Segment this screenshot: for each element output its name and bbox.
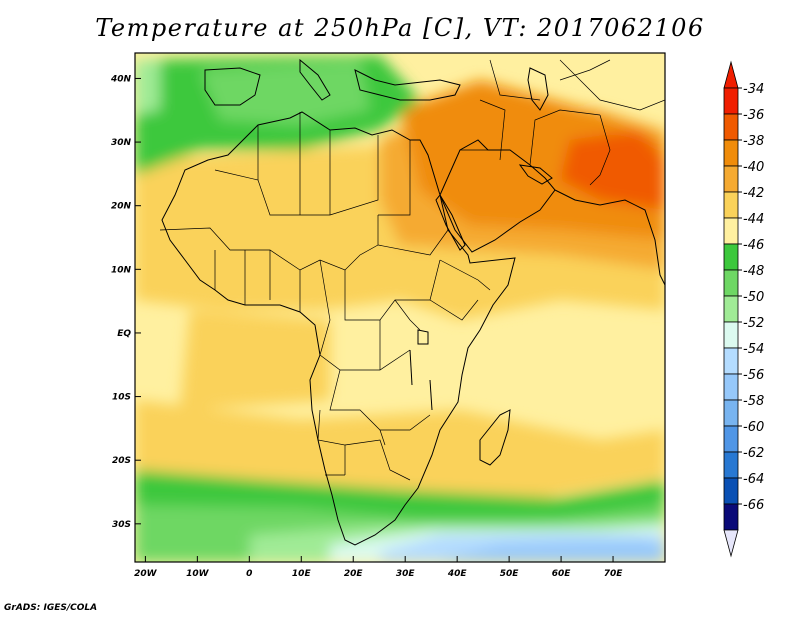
lat-label: 20N — [111, 202, 132, 212]
legend-label: -46 — [743, 238, 764, 253]
asia-coast — [554, 189, 665, 286]
legend-swatch — [723, 321, 739, 349]
lon-label: 30E — [396, 569, 416, 579]
color-legend: -34 -36 -38 -40 -42 -44 -46 -48 -50 -52 -54 -56 -58 -… — [723, 60, 764, 558]
legend-label: -62 — [743, 446, 764, 461]
lat-label: 10N — [111, 265, 132, 275]
lon-label: 40E — [447, 569, 468, 579]
caspian-sea — [527, 67, 549, 111]
legend-swatch — [723, 503, 739, 531]
legend-label: -58 — [743, 394, 764, 409]
coastlines — [161, 58, 665, 546]
field-band-42-south — [135, 400, 665, 498]
legend-swatch — [723, 165, 739, 193]
legend-arrow-top — [723, 60, 739, 89]
longitude-axis: 20W 10W 0 10E 20E 30E 40E 50E 60E 70E — [134, 556, 623, 579]
legend-label: -64 — [743, 472, 764, 487]
political-borders — [159, 59, 665, 481]
lon-label: 50E — [500, 569, 520, 579]
legend-label: -38 — [743, 134, 764, 149]
lat-label: 30N — [111, 138, 132, 148]
arabia-coast — [439, 139, 556, 253]
legend-swatch — [723, 191, 739, 219]
legend-arrow-bottom — [723, 529, 739, 558]
lake-victoria — [417, 329, 429, 345]
field-band-56-south — [440, 540, 665, 562]
legend-label: -36 — [743, 108, 764, 123]
field-band-50-northwest — [135, 60, 160, 115]
red-sea — [435, 194, 466, 251]
credit-label: GrADS: IGES/COLA — [4, 603, 98, 613]
lat-label: EQ — [117, 329, 131, 339]
legend-label: -48 — [743, 264, 764, 279]
lat-label: 10S — [112, 393, 131, 403]
lon-label: 10W — [186, 569, 210, 579]
legend-swatch — [723, 425, 739, 453]
legend-swatch — [723, 477, 739, 505]
lat-label: 40N — [110, 74, 132, 84]
lon-label: 0 — [246, 569, 252, 579]
lake-tanganyika — [409, 349, 413, 386]
legend-label: -66 — [743, 498, 764, 513]
lon-label: 20E — [344, 569, 364, 579]
legend-swatch — [723, 243, 739, 271]
greece-turkey-coast — [354, 69, 461, 101]
persian-gulf — [518, 164, 553, 185]
lat-label: 30S — [112, 520, 131, 530]
legend-label: -60 — [743, 420, 764, 435]
field-band-48-north — [200, 60, 370, 125]
legend-swatch — [723, 269, 739, 297]
africa-coast — [161, 111, 516, 546]
legend-swatch — [723, 217, 739, 245]
field-band-38 — [400, 80, 665, 240]
legend-swatch — [723, 139, 739, 167]
legend-label: -40 — [743, 160, 764, 175]
temperature-field — [135, 53, 665, 562]
italy-coast — [299, 58, 331, 101]
legend-label: -56 — [743, 368, 764, 383]
legend-swatch — [723, 373, 739, 401]
lat-label: 20S — [112, 456, 131, 466]
field-band-42-west — [180, 310, 330, 410]
legend-label: -34 — [743, 82, 764, 97]
lon-label: 60E — [552, 569, 572, 579]
legend-label: -42 — [743, 186, 764, 201]
map-frame — [134, 52, 666, 563]
legend-swatch — [723, 451, 739, 479]
lon-label: 70E — [604, 569, 624, 579]
legend-swatch — [723, 295, 739, 323]
field-band-46-southwest — [135, 470, 200, 505]
legend-label: -50 — [743, 290, 764, 305]
legend-label: -44 — [743, 212, 764, 227]
legend-swatch — [723, 113, 739, 141]
field-band-36 — [560, 130, 665, 210]
lon-label: 20W — [134, 569, 158, 579]
madagascar-coast — [479, 409, 511, 466]
lake-malawi — [429, 379, 433, 411]
iberia-coast — [204, 67, 261, 106]
legend-label: -54 — [743, 342, 764, 357]
legend-swatch — [723, 347, 739, 375]
legend-swatch — [723, 87, 739, 115]
latitude-axis: 40N 30N 20N 10N EQ 10S 20S 30S — [110, 74, 141, 530]
legend-label: -52 — [743, 316, 764, 331]
lon-label: 10E — [292, 569, 312, 579]
legend-swatch — [723, 399, 739, 427]
map-title: Temperature at 250hPa [C], VT: 201706210… — [95, 14, 705, 42]
